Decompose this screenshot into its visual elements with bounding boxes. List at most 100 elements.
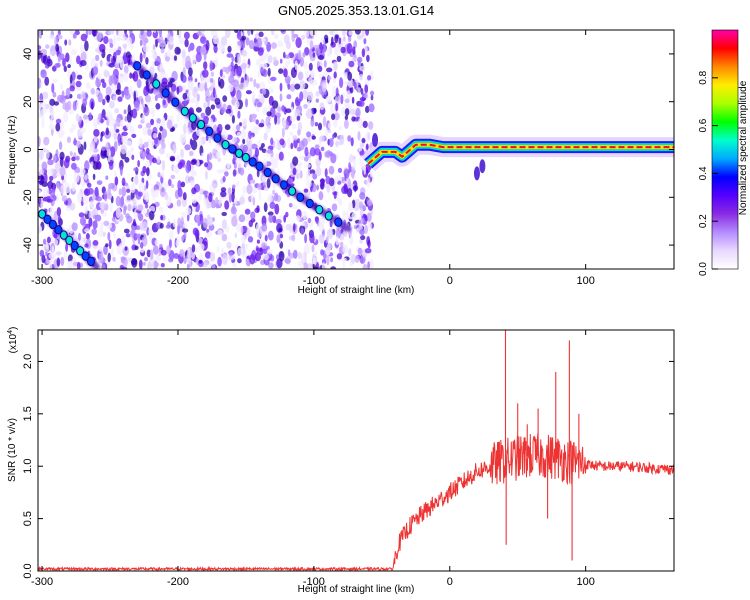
noise-speck xyxy=(343,183,348,192)
noise-speck xyxy=(149,249,154,261)
noise-speck xyxy=(92,66,99,76)
top-y-axis-label: Frequency (Hz) xyxy=(7,116,18,185)
noise-speck xyxy=(73,137,77,146)
noise-speck xyxy=(126,195,132,201)
noise-speck xyxy=(303,103,308,109)
noise-speck xyxy=(139,39,143,47)
noise-speck xyxy=(269,202,276,209)
noise-speck xyxy=(99,221,104,231)
noise-speck xyxy=(186,263,190,269)
noise-speck xyxy=(290,142,294,150)
noise-speck xyxy=(159,222,164,229)
noise-speck xyxy=(210,104,216,110)
noise-speck xyxy=(57,215,62,225)
snr-scale-label: (x104) xyxy=(7,327,19,354)
noise-speck xyxy=(242,138,246,145)
noise-speck xyxy=(262,106,268,116)
snr-panel: -300 -200 -100 0 100 0.0 0.5 1.0 1.5 2.0 Height … xyxy=(7,327,675,595)
noise-speck xyxy=(176,86,180,95)
noise-speck xyxy=(121,90,125,98)
noise-speck xyxy=(261,55,265,61)
noise-speck xyxy=(331,91,337,98)
noise-speck xyxy=(344,115,349,121)
noise-speck xyxy=(237,110,241,119)
noise-speck xyxy=(361,48,366,58)
noise-speck xyxy=(41,181,48,187)
noise-speck xyxy=(40,243,46,248)
noise-speck xyxy=(359,229,365,236)
noise-speck xyxy=(145,57,149,65)
noise-speck xyxy=(340,94,344,105)
noise-speck xyxy=(195,247,199,253)
noise-speck xyxy=(40,200,44,210)
noise-speck xyxy=(178,37,185,44)
noise-speck xyxy=(335,102,339,112)
noise-speck xyxy=(220,247,225,255)
noise-speck xyxy=(204,170,208,180)
noise-speck xyxy=(109,201,113,213)
bottom-x-tick-label: 0 xyxy=(447,576,453,588)
noise-speck xyxy=(94,122,98,131)
noise-speck xyxy=(276,223,283,233)
noise-speck xyxy=(105,86,112,97)
noise-speck xyxy=(287,177,294,185)
noise-speck xyxy=(224,124,231,131)
noise-speck xyxy=(82,114,88,120)
diagonal-streak-1-blob xyxy=(142,70,151,80)
noise-speck xyxy=(44,173,48,184)
colorbar-tick-label: 0.6 xyxy=(698,118,709,132)
noise-speck xyxy=(92,240,99,246)
noise-speck xyxy=(102,98,106,106)
noise-speck xyxy=(185,207,192,215)
noise-speck xyxy=(222,254,228,265)
noise-speck xyxy=(78,212,85,218)
noise-speck xyxy=(55,118,62,124)
noise-speck xyxy=(167,81,173,88)
noise-speck xyxy=(247,140,253,149)
noise-speck xyxy=(108,48,115,53)
noise-speck xyxy=(80,127,86,134)
noise-speck xyxy=(293,249,298,259)
noise-speck xyxy=(219,78,225,89)
noise-speck xyxy=(97,92,103,103)
noise-speck xyxy=(344,72,349,80)
noise-speck xyxy=(325,95,332,103)
bottom-x-tick-label: 100 xyxy=(576,576,594,588)
noise-speck xyxy=(363,92,368,99)
noise-speck xyxy=(271,42,277,49)
noise-speck xyxy=(71,162,77,170)
noise-speck xyxy=(290,106,294,112)
noise-speck xyxy=(323,60,327,68)
noise-speck xyxy=(230,61,234,68)
noise-speck xyxy=(251,179,256,184)
noise-speck xyxy=(312,260,317,266)
noise-speck xyxy=(146,208,150,216)
noise-speck xyxy=(190,98,197,104)
noise-speck xyxy=(320,146,325,152)
diagonal-streak-1-blob xyxy=(255,161,264,171)
noise-speck xyxy=(65,52,70,63)
noise-speck xyxy=(210,83,214,92)
noise-speck xyxy=(109,146,116,158)
noise-speck xyxy=(123,228,130,234)
noise-speck xyxy=(196,159,200,167)
noise-speck xyxy=(99,43,106,53)
noise-speck xyxy=(103,36,109,44)
noise-speck xyxy=(307,100,311,107)
noise-speck xyxy=(88,147,95,153)
noise-speck xyxy=(117,76,124,84)
noise-speck xyxy=(145,180,149,189)
noise-speck xyxy=(246,184,253,195)
noise-speck xyxy=(344,108,350,117)
noise-speck xyxy=(131,55,136,63)
noise-speck xyxy=(90,87,96,95)
noise-speck xyxy=(291,32,296,43)
noise-speck xyxy=(362,263,368,269)
noise-speck xyxy=(232,184,236,189)
noise-speck xyxy=(232,126,237,134)
noise-speck xyxy=(346,42,353,54)
diagonal-streak-2-blob xyxy=(81,251,90,261)
noise-speck xyxy=(366,54,370,63)
noise-speck xyxy=(49,189,56,198)
noise-speck xyxy=(84,205,88,215)
